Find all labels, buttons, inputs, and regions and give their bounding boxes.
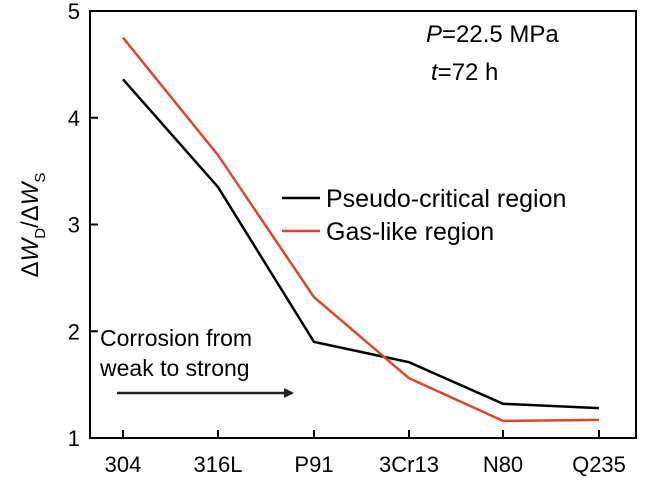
y-tick-label: 2 [68,319,80,344]
annotation-line-2: weak to strong [99,355,250,381]
x-tick-label: 304 [105,452,142,477]
ylabel-sub1: D [32,228,49,239]
x-tick-label: P91 [294,452,333,477]
condition-pressure-value: =22.5 MPa [442,21,559,48]
x-tick-label: N80 [483,452,523,477]
ylabel-sub2: S [32,173,49,183]
series-line-pseudo-critical [122,78,600,410]
condition-pressure: P=22.5 MPa [426,21,559,48]
legend-label-gas-like: Gas-like region [326,218,494,246]
legend: Pseudo-critical region Gas-like region [282,185,566,246]
ylabel-w1: W [17,236,44,261]
y-axis-label: ΔWD/ΔWS [17,173,49,278]
ylabel-delta1: Δ [17,261,44,277]
condition-pressure-symbol: P [426,21,442,48]
annotation-line-1: Corrosion from [100,325,252,351]
y-tick-label: 3 [68,213,80,238]
y-tick-label: 5 [68,0,80,24]
ylabel-slash: / [17,221,44,228]
ylabel-w2: W [17,180,44,205]
condition-time: t=72 h [431,59,498,86]
series-line-gas-like [122,36,600,423]
x-axis: 304 316L P91 3Cr13 N80 Q235 [105,430,626,477]
y-tick-label: 1 [68,426,80,451]
y-tick-label: 4 [68,106,80,131]
condition-time-symbol: t [431,59,439,86]
series-layer [122,36,600,423]
x-tick-label: Q235 [572,452,626,477]
legend-label-pseudo-critical: Pseudo-critical region [326,185,566,213]
y-axis: 1 2 3 4 5 [68,0,98,451]
ylabel-delta2: Δ [17,205,44,221]
x-tick-label: 3Cr13 [379,452,439,477]
condition-time-value: =72 h [438,59,499,86]
x-tick-label: 316L [194,452,243,477]
